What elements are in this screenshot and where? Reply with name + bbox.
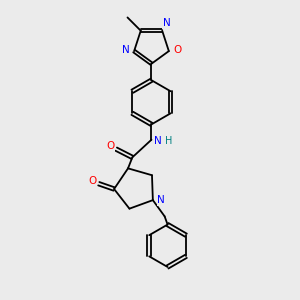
Text: O: O — [88, 176, 96, 186]
Text: O: O — [173, 45, 181, 55]
Text: N: N — [154, 136, 162, 146]
Text: N: N — [163, 18, 170, 28]
Text: N: N — [122, 45, 130, 55]
Text: N: N — [157, 195, 165, 205]
Text: O: O — [106, 141, 114, 151]
Text: H: H — [165, 136, 172, 146]
